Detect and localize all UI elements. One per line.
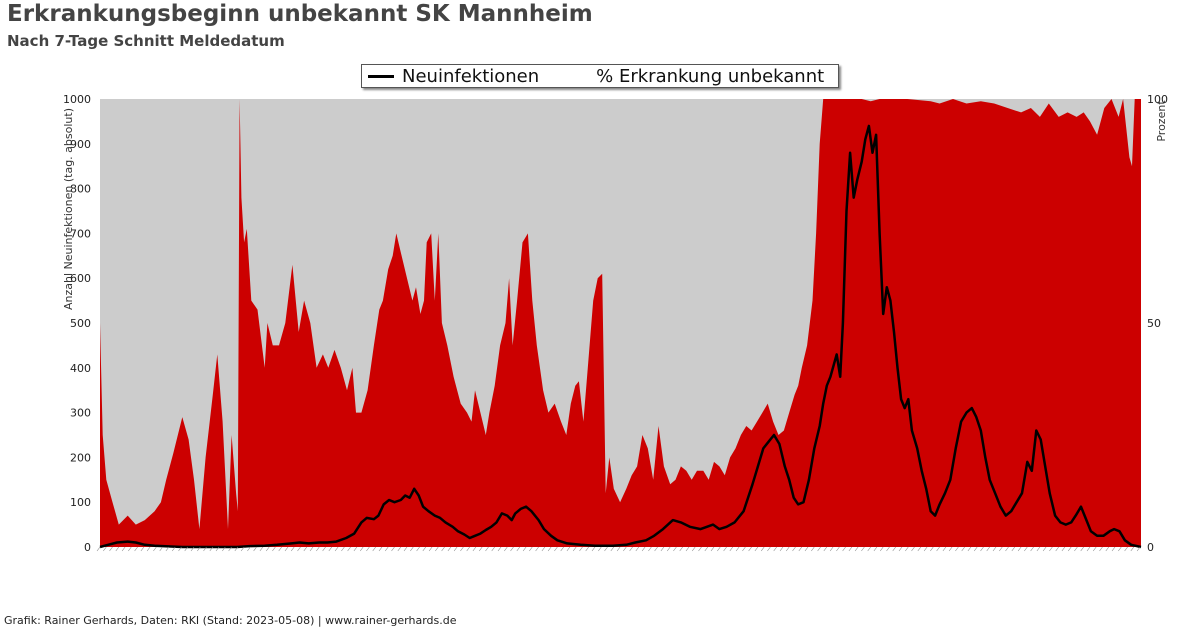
left-axis-tick-label: 100 <box>70 496 91 509</box>
right-axis-tick-label: 0 <box>1147 541 1154 554</box>
series-area-unknown-onset <box>100 99 1141 547</box>
left-axis-tick-label: 500 <box>70 317 91 330</box>
left-axis-tick-label: 300 <box>70 407 91 420</box>
chart-subtitle: Nach 7-Tage Schnitt Meldedatum <box>7 32 285 50</box>
left-axis-tick-label: 900 <box>70 138 91 151</box>
left-axis-tick-label: 0 <box>84 541 91 554</box>
x-axis-tick-marks <box>96 546 1141 552</box>
right-axis-label: Prozent <box>1155 100 1168 142</box>
left-axis-tick-label: 1000 <box>63 93 91 106</box>
legend-line-swatch <box>368 74 394 78</box>
right-axis-tick-label: 50 <box>1147 317 1161 330</box>
chart-title: Erkrankungsbeginn unbekannt SK Mannheim <box>7 1 593 27</box>
left-axis-tick-label: 400 <box>70 362 91 375</box>
left-axis-label: Anzahl Neuinfektionen (tag. absolut) <box>62 108 75 310</box>
series-line-new-infections <box>99 124 1142 549</box>
legend: Neuinfektionen % Erkrankung unbekannt <box>361 64 839 88</box>
legend-area-label: % Erkrankung unbekannt <box>596 65 825 87</box>
legend-area-swatch <box>569 70 582 83</box>
footer-credit: Grafik: Rainer Gerhards, Daten: RKI (Sta… <box>4 614 457 627</box>
left-axis-tick-label: 600 <box>70 272 91 285</box>
left-axis-tick-label: 700 <box>70 227 91 240</box>
left-axis-tick-label: 200 <box>70 451 91 464</box>
left-axis-tick-label: 800 <box>70 183 91 196</box>
right-axis-tick-label: 100 <box>1147 93 1168 106</box>
legend-line-label: Neuinfektionen <box>402 65 540 87</box>
